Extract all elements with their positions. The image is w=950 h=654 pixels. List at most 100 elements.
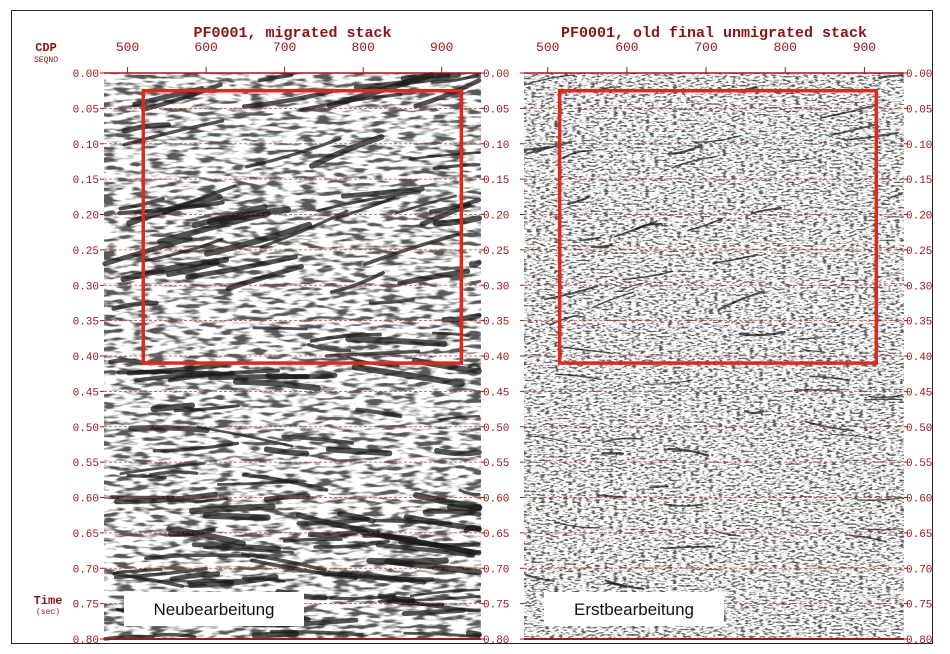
y-tick-label-left: 0.55 xyxy=(73,458,99,470)
y-tick-label-right: 0.70 xyxy=(483,564,509,576)
reflector-band xyxy=(799,337,822,341)
reflector-band xyxy=(148,470,199,477)
reflector-band xyxy=(422,508,482,517)
reflector-band xyxy=(458,488,481,496)
reflector-band xyxy=(553,521,601,529)
y-tick-label-left: 0.75 xyxy=(73,600,99,612)
reflector-band xyxy=(324,349,421,358)
reflector-band xyxy=(465,630,482,638)
reflector-band xyxy=(252,326,308,331)
y-tick-label-left: 0.65 xyxy=(73,529,99,541)
reflector-band xyxy=(793,389,841,392)
reflector-band xyxy=(329,594,397,601)
caption-box xyxy=(124,592,304,626)
reflector-band xyxy=(663,503,703,507)
reflector-band xyxy=(468,259,482,268)
reflector-band xyxy=(295,512,381,536)
reflector-band xyxy=(578,236,602,242)
reflector-band xyxy=(856,497,903,501)
reflector-band xyxy=(337,511,376,524)
reflector-band xyxy=(309,332,382,343)
y-tick-label-right: 0.40 xyxy=(906,352,932,364)
y-tick-label-right: 0.55 xyxy=(483,458,509,470)
x-tick-label: 600 xyxy=(194,40,217,55)
reflector-band xyxy=(143,237,224,263)
y-tick-label-right: 0.30 xyxy=(906,281,932,293)
y-tick-label-left: 0.60 xyxy=(73,494,99,506)
reflector-band xyxy=(325,446,393,457)
reflector-band xyxy=(391,597,481,613)
y-tick-label-left: 0.40 xyxy=(73,352,99,364)
y-tick-label-right: 0.60 xyxy=(483,494,509,506)
reflector-band xyxy=(567,196,590,205)
reflector-band xyxy=(150,402,196,412)
reflector-band xyxy=(245,137,342,169)
y-tick-label-left: 0.80 xyxy=(73,635,99,647)
reflector-band xyxy=(196,425,294,448)
reflector-band xyxy=(809,375,851,382)
reflector-band xyxy=(395,194,457,215)
reflector-band xyxy=(591,291,635,309)
reflector-band xyxy=(750,207,783,215)
reflector-band xyxy=(601,452,625,455)
reflector-band xyxy=(717,290,766,311)
reflector-band xyxy=(173,496,229,503)
reflector-band xyxy=(526,140,573,155)
y-tick-label-left: 0.15 xyxy=(73,175,99,187)
reflector-band xyxy=(802,349,824,353)
reflector-band xyxy=(549,314,580,326)
reflector-band xyxy=(185,254,298,280)
reflector-band xyxy=(113,491,218,505)
y-tick-label-right: 0.40 xyxy=(483,352,509,364)
reflector-band xyxy=(524,573,555,582)
reflector-band xyxy=(784,158,814,164)
reflector-band xyxy=(463,525,482,533)
reflector-band xyxy=(804,420,854,432)
reflector-band xyxy=(868,394,903,399)
reflector-band xyxy=(743,409,765,415)
reflector-band xyxy=(899,380,903,384)
reflector-band xyxy=(525,435,568,444)
y-tick-label-right: 0.75 xyxy=(906,600,932,612)
reflector-band xyxy=(432,163,481,171)
reflector-band xyxy=(216,480,299,486)
reflector-band xyxy=(622,270,674,281)
x-tick-label: 900 xyxy=(853,40,876,55)
x-tick-label: 800 xyxy=(774,40,797,55)
y-tick-label-left: 0.25 xyxy=(73,246,99,258)
highlight-box xyxy=(141,88,464,365)
reflector-band xyxy=(877,73,904,79)
reflector-band xyxy=(432,215,482,227)
reflector-band xyxy=(439,415,481,422)
reflector-band xyxy=(409,588,481,598)
reflector-band xyxy=(431,331,470,337)
y-tick-label-left: 0.00 xyxy=(73,69,99,81)
y-tick-label-right: 0.50 xyxy=(483,423,509,435)
reflector-band xyxy=(173,404,240,413)
x-axis-label: CDP xyxy=(35,41,57,55)
reflector-band xyxy=(368,297,415,305)
y-tick-label-right: 0.05 xyxy=(906,104,932,116)
y-tick-label-right: 0.25 xyxy=(906,246,932,258)
reflector-band xyxy=(225,264,304,292)
reflector-band xyxy=(156,210,271,245)
reflector-band xyxy=(863,398,903,401)
section-panel-1: 0.00 0.00 0.05 0.05 0.10 0.10 0.15 0.15 0.20 0.20… xyxy=(34,25,510,647)
reflector-band xyxy=(111,300,159,311)
reflector-band xyxy=(843,132,899,141)
reflector-band xyxy=(117,200,225,216)
reflector-band xyxy=(373,518,453,526)
reflector-band xyxy=(241,88,334,109)
reflector-band xyxy=(890,193,903,199)
reflector-bands xyxy=(523,73,904,617)
reflector-bands xyxy=(102,71,483,641)
reflector-band xyxy=(712,253,758,265)
reflector-band xyxy=(634,222,663,231)
y-tick-label-right: 0.65 xyxy=(483,529,509,541)
reflector-band xyxy=(202,512,271,521)
y-tick-label-right: 0.80 xyxy=(483,635,509,647)
reflector-band xyxy=(282,537,343,543)
reflector-band xyxy=(555,373,602,381)
